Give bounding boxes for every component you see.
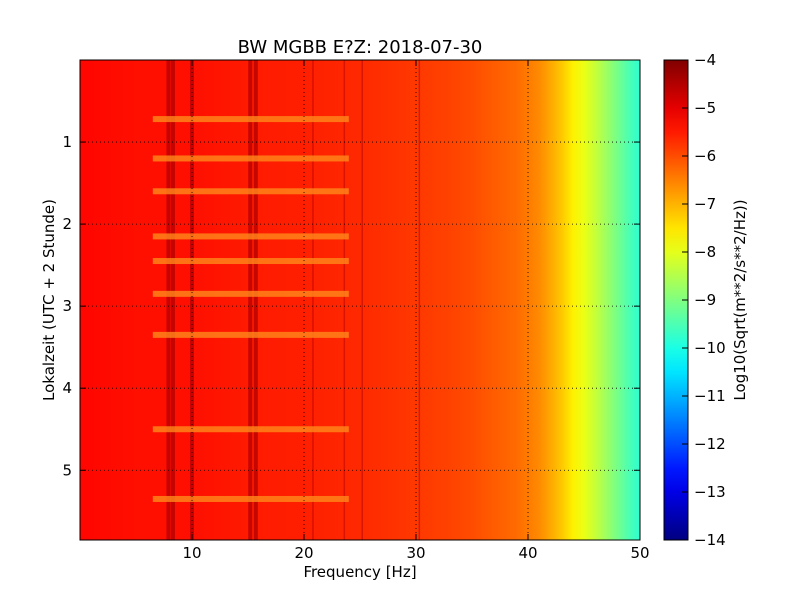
time-band <box>152 290 349 297</box>
colorbar-tick-label: −9 <box>694 291 716 309</box>
y-axis: 1 2 3 4 5 <box>62 133 640 479</box>
time-band <box>152 116 349 123</box>
x-axis-label: Frequency [Hz] <box>303 563 416 581</box>
spectral-line <box>248 60 253 540</box>
spectral-line <box>343 60 346 540</box>
spectral-line <box>253 60 258 540</box>
colorbar: −4 −5 −6 −7 −8 −9 −10 −11 −12 −13 −14 <box>663 51 726 549</box>
y-tick-label: 2 <box>62 215 72 233</box>
time-band <box>152 188 349 195</box>
spectral-line <box>418 60 421 540</box>
colorbar-tick-label: −12 <box>694 435 726 453</box>
y-axis-label: Lokalzeit (UTC + 2 Stunde) <box>40 199 58 401</box>
time-band <box>152 233 349 240</box>
x-tick-label: 40 <box>518 544 537 562</box>
time-band <box>152 155 349 162</box>
colorbar-tick-label: −11 <box>694 387 726 405</box>
plot-frame <box>79 59 641 541</box>
x-axis: 10 20 30 40 50 <box>182 60 650 562</box>
y-tick-label: 4 <box>62 379 72 397</box>
y-tick-label: 5 <box>62 461 72 479</box>
chart-title: BW MGBB E?Z: 2018-07-30 <box>238 37 483 58</box>
time-band <box>152 331 349 338</box>
x-tick-label: 50 <box>630 544 649 562</box>
time-band <box>152 426 349 433</box>
colorbar-tick-label: −7 <box>694 195 716 213</box>
grid-lines <box>80 60 640 540</box>
colorbar-tick-label: −4 <box>694 51 716 69</box>
colorbar-tick-label: −10 <box>694 339 726 357</box>
spectral-line <box>361 60 363 540</box>
spectral-line <box>312 60 314 540</box>
x-tick-label: 10 <box>182 544 201 562</box>
y-tick-label: 3 <box>62 297 72 315</box>
time-band <box>152 495 349 502</box>
spectral-line <box>166 60 171 540</box>
colorbar-tick-label: −6 <box>694 147 716 165</box>
spectrogram-heatmap <box>80 60 640 540</box>
colorbar-label: Log10(Sqrt(m**2/s**2/Hz)) <box>731 199 749 400</box>
colorbar-tick-label: −13 <box>694 483 726 501</box>
colorbar-tick-label: −8 <box>694 243 716 261</box>
spectral-line <box>170 60 175 540</box>
colorbar-tick-label: −5 <box>694 99 716 117</box>
y-tick-label: 1 <box>62 133 72 151</box>
time-band <box>152 258 349 265</box>
x-tick-label: 20 <box>294 544 313 562</box>
spectrogram-background <box>80 60 640 540</box>
x-tick-label: 30 <box>406 544 425 562</box>
colorbar-tick-label: −14 <box>694 531 726 549</box>
